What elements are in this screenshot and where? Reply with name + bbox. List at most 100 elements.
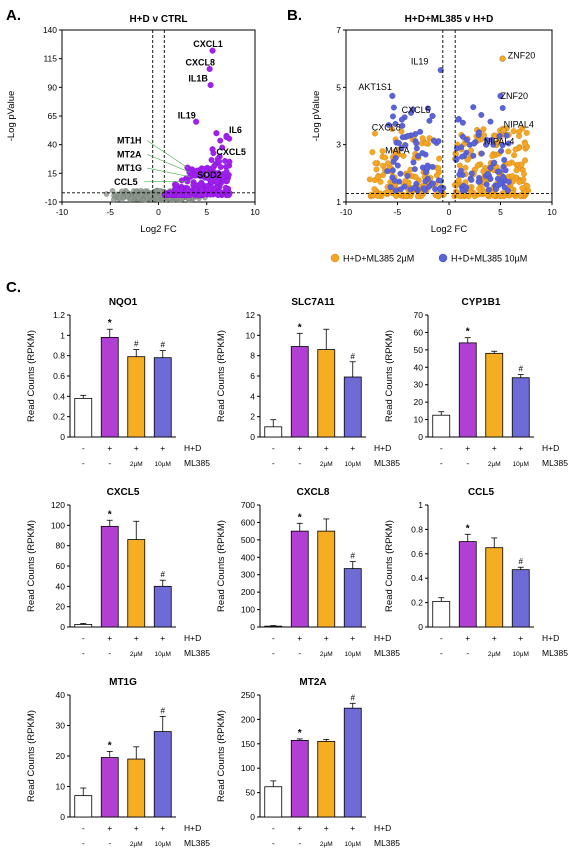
scatter-point xyxy=(478,112,485,118)
condition-hd: + xyxy=(160,443,165,453)
condition-hd: + xyxy=(160,823,165,833)
significance-mark: # xyxy=(351,693,356,702)
scatter-point xyxy=(435,165,442,172)
gene-label: ZNF20 xyxy=(501,91,529,101)
chart-title: MT2A xyxy=(299,677,326,688)
scatter-point xyxy=(178,177,185,184)
gene-label: CXCL5 xyxy=(402,105,431,115)
condition-hd: - xyxy=(440,443,443,453)
scatter-point xyxy=(398,145,405,152)
scatter-point xyxy=(385,189,392,196)
scatter-point xyxy=(436,155,443,162)
scatter-point xyxy=(497,193,503,199)
bar xyxy=(74,795,93,818)
y-tick-label: 5 xyxy=(336,82,341,92)
condition-hd: + xyxy=(297,633,302,643)
y-tick-label: 30 xyxy=(56,721,66,731)
scatter-point xyxy=(382,154,389,161)
panel-letter-a: A. xyxy=(6,7,21,24)
scatter-point xyxy=(193,118,200,125)
condition-hd: + xyxy=(465,443,470,453)
scatter-point xyxy=(496,168,503,175)
x-tick-label: -5 xyxy=(394,207,402,217)
scatter-point xyxy=(216,158,223,165)
significance-mark: * xyxy=(298,512,302,523)
significance-mark: * xyxy=(466,327,470,338)
y-tick-label: 80 xyxy=(56,541,66,551)
scatter-point xyxy=(396,140,402,147)
scatter-point xyxy=(499,55,506,62)
y-tick-label: 500 xyxy=(241,535,255,545)
chart-title: H+D+ML385 v H+D xyxy=(405,14,494,25)
y-tick-label: 60 xyxy=(414,327,424,337)
condition-ml: - xyxy=(108,648,111,658)
y-tick-label: 0 xyxy=(250,432,255,442)
scatter-point xyxy=(457,167,464,174)
scatter-point xyxy=(524,183,531,190)
chart-title: H+D v CTRL xyxy=(129,14,187,25)
scatter-point xyxy=(414,193,421,200)
condition-ml-label: ML385 xyxy=(542,458,568,468)
volcano-plot-b: H+D+ML385 v H+D ZNF20 IL19 AKT1S1 ZNF20 CXCL5… xyxy=(311,14,557,264)
y-tick-label: 4 xyxy=(250,391,255,401)
bar-chart-slc7a11: SLC7A11 0 2 4 6 8 10 12 Read Counts (RPKM) - - * + - +… xyxy=(216,297,400,468)
scatter-point xyxy=(373,166,380,173)
bar xyxy=(290,530,309,628)
y-tick-label: 0 xyxy=(418,432,423,442)
significance-mark: * xyxy=(108,740,112,751)
condition-ml: 10µM xyxy=(513,461,529,468)
y-tick-label: 40 xyxy=(414,362,424,372)
condition-ml: - xyxy=(298,838,301,848)
scatter-point xyxy=(478,150,485,157)
bar xyxy=(74,624,93,628)
bar xyxy=(153,585,172,628)
y-tick-label: 40 xyxy=(56,690,66,700)
scatter-point xyxy=(226,158,233,165)
x-tick-label: 5 xyxy=(498,207,503,217)
condition-hd: - xyxy=(82,633,85,643)
bar xyxy=(317,740,336,818)
scatter-point xyxy=(217,137,224,144)
scatter-point xyxy=(109,188,116,194)
scatter-point xyxy=(210,173,217,179)
condition-hd: + xyxy=(107,633,112,643)
scatter-point xyxy=(374,192,381,199)
gene-label: MAFA xyxy=(385,145,410,155)
condition-hd: + xyxy=(324,633,329,643)
scatter-point xyxy=(385,160,391,167)
scatter-point xyxy=(476,174,483,181)
scatter-point xyxy=(394,162,401,169)
scatter-point xyxy=(422,178,429,185)
scatter-point xyxy=(226,135,233,142)
condition-ml: - xyxy=(272,458,275,468)
scatter-point xyxy=(209,47,216,54)
bar xyxy=(127,758,146,818)
bar-chart-mt1g: MT1G 0 10 20 30 40 Read Counts (RPKM) - - * + - +2µM… xyxy=(26,677,210,848)
bar xyxy=(264,426,283,438)
bar-chart-cxcl5: CXCL5 0 20 40 60 80 100 120 Read Counts (RPKM) - -… xyxy=(26,487,210,658)
condition-ml: - xyxy=(466,648,469,658)
scatter-point xyxy=(455,116,462,123)
scatter-point xyxy=(519,185,526,192)
scatter-point xyxy=(408,109,414,116)
y-tick-label: 250 xyxy=(241,690,255,700)
scatter-point xyxy=(521,171,527,177)
legend-swatch xyxy=(330,253,340,263)
significance-mark: * xyxy=(466,523,470,534)
y-tick-label: 200 xyxy=(241,587,255,597)
scatter-point xyxy=(499,105,506,112)
chart-title: CYP1B1 xyxy=(462,297,501,308)
scatter-point xyxy=(372,160,379,167)
condition-hd: + xyxy=(160,633,165,643)
condition-ml: 10µM xyxy=(345,461,361,468)
y-tick-label: 300 xyxy=(241,570,255,580)
condition-hd: + xyxy=(324,823,329,833)
volcano-plot-a: H+D v CTRL CXCL1 CXCL8 IL1B IL19 IL6 CXCL5 SOD2… xyxy=(6,14,260,235)
condition-ml: 10µM xyxy=(155,651,171,658)
condition-ml: - xyxy=(82,838,85,848)
condition-ml-label: ML385 xyxy=(374,838,400,848)
bar xyxy=(74,397,93,438)
condition-ml: - xyxy=(272,838,275,848)
bar xyxy=(317,349,336,438)
scatter-point xyxy=(437,67,444,74)
